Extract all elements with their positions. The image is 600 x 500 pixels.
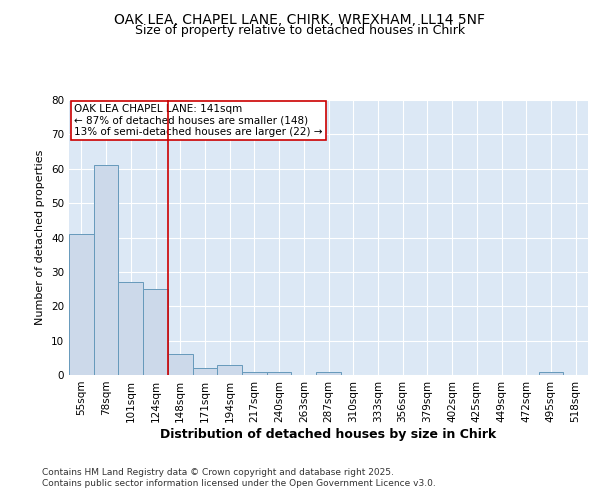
- Bar: [316, 372, 341, 375]
- Bar: [267, 372, 292, 375]
- Bar: [168, 354, 193, 375]
- Bar: [143, 289, 168, 375]
- Bar: [94, 166, 118, 375]
- Bar: [539, 372, 563, 375]
- Text: OAK LEA, CHAPEL LANE, CHIRK, WREXHAM, LL14 5NF: OAK LEA, CHAPEL LANE, CHIRK, WREXHAM, LL…: [115, 12, 485, 26]
- Bar: [118, 282, 143, 375]
- Bar: [217, 364, 242, 375]
- Bar: [69, 234, 94, 375]
- Bar: [242, 372, 267, 375]
- Y-axis label: Number of detached properties: Number of detached properties: [35, 150, 46, 325]
- Text: Size of property relative to detached houses in Chirk: Size of property relative to detached ho…: [135, 24, 465, 37]
- Text: OAK LEA CHAPEL LANE: 141sqm
← 87% of detached houses are smaller (148)
13% of se: OAK LEA CHAPEL LANE: 141sqm ← 87% of det…: [74, 104, 323, 138]
- Bar: [193, 368, 217, 375]
- X-axis label: Distribution of detached houses by size in Chirk: Distribution of detached houses by size …: [160, 428, 497, 440]
- Text: Contains HM Land Registry data © Crown copyright and database right 2025.
Contai: Contains HM Land Registry data © Crown c…: [42, 468, 436, 487]
